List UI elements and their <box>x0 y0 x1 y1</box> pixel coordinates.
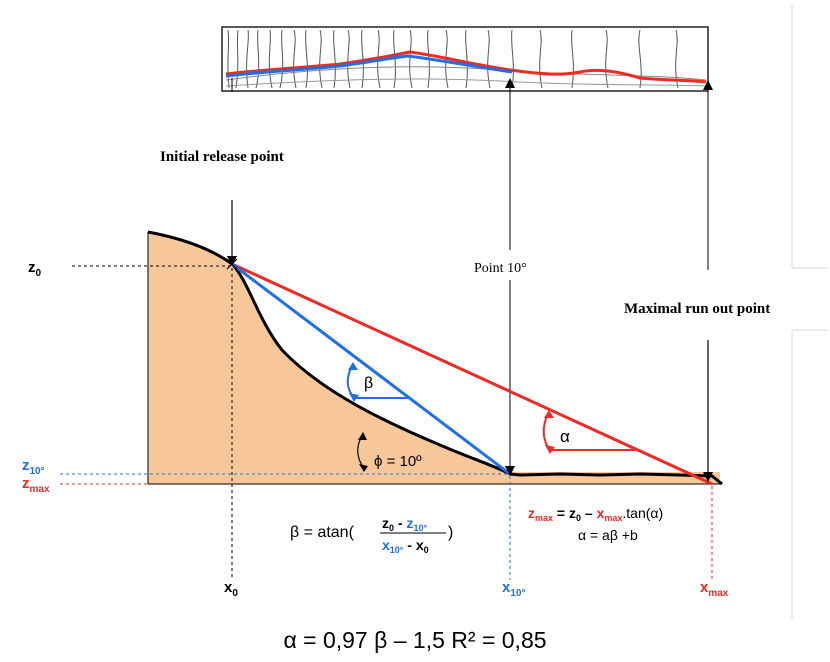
dashed-references <box>60 265 713 580</box>
arrow-head-maxrun <box>703 472 713 482</box>
point-10-label: Point 10° <box>474 261 527 276</box>
initial-release-label: Initial release point <box>160 149 284 165</box>
x0-label: x0 <box>224 579 238 599</box>
x0-marker <box>226 258 238 270</box>
phi-arc-head-bottom <box>359 464 368 472</box>
beta-symbol: β <box>364 375 373 392</box>
phi-arc-head-top <box>358 432 367 440</box>
phi-angle-label: ϕ = 10º <box>374 453 422 470</box>
arrow-head-map-xmax <box>703 80 713 90</box>
arrow-head-release <box>227 256 237 266</box>
beta-line <box>231 262 511 476</box>
alpha-line <box>231 262 713 486</box>
z0-label: z0 <box>28 259 42 279</box>
alpha-arc-head-top <box>544 410 554 418</box>
z10-label: z10° <box>22 457 45 477</box>
contour-lines <box>225 29 707 89</box>
pointer-arrows <box>231 200 709 476</box>
beta-arc-head-top <box>348 362 358 370</box>
alpha-symbol: α <box>560 427 570 446</box>
map-inset <box>221 26 709 92</box>
svg-text:z0 - z10°: z0 - z10° <box>382 515 427 533</box>
terrain-outline <box>147 230 723 486</box>
svg-text:α = aβ +b: α = aβ +b <box>578 527 638 543</box>
svg-text:): ) <box>448 524 453 541</box>
x10-label: x10° <box>502 579 525 599</box>
alpha-arc-head-bottom <box>545 445 555 454</box>
terrain-profile <box>148 232 720 484</box>
map-blue-path <box>225 54 513 78</box>
beta-formula: β = atan( z0 - z10° x10° - x0 ) <box>290 515 453 555</box>
connector-lines <box>231 78 709 472</box>
xmax-label: xmax <box>700 579 729 599</box>
alpha-angle-marker <box>542 413 636 451</box>
map-frame <box>221 26 709 92</box>
beta-arc-head-bottom <box>349 393 359 402</box>
maximal-runout-label: Maximal run out point <box>624 301 770 317</box>
zmax-label: zmax <box>22 475 50 495</box>
zmax-formula: zmax = z0 – xmax.tan(α) α = aβ +b <box>528 505 663 543</box>
svg-text:β = atan(: β = atan( <box>290 524 355 541</box>
map-red-path <box>225 50 707 84</box>
arrow-head-x10 <box>505 466 515 476</box>
right-separators <box>791 5 828 620</box>
svg-text:x10° - x0: x10° - x0 <box>382 537 429 555</box>
arrow-head-map-x10 <box>505 78 515 88</box>
bottom-equation: α = 0,97 β – 1,5 R² = 0,85 <box>283 627 546 653</box>
svg-text:zmax = z0 – xmax.tan(α): zmax = z0 – xmax.tan(α) <box>528 505 663 523</box>
